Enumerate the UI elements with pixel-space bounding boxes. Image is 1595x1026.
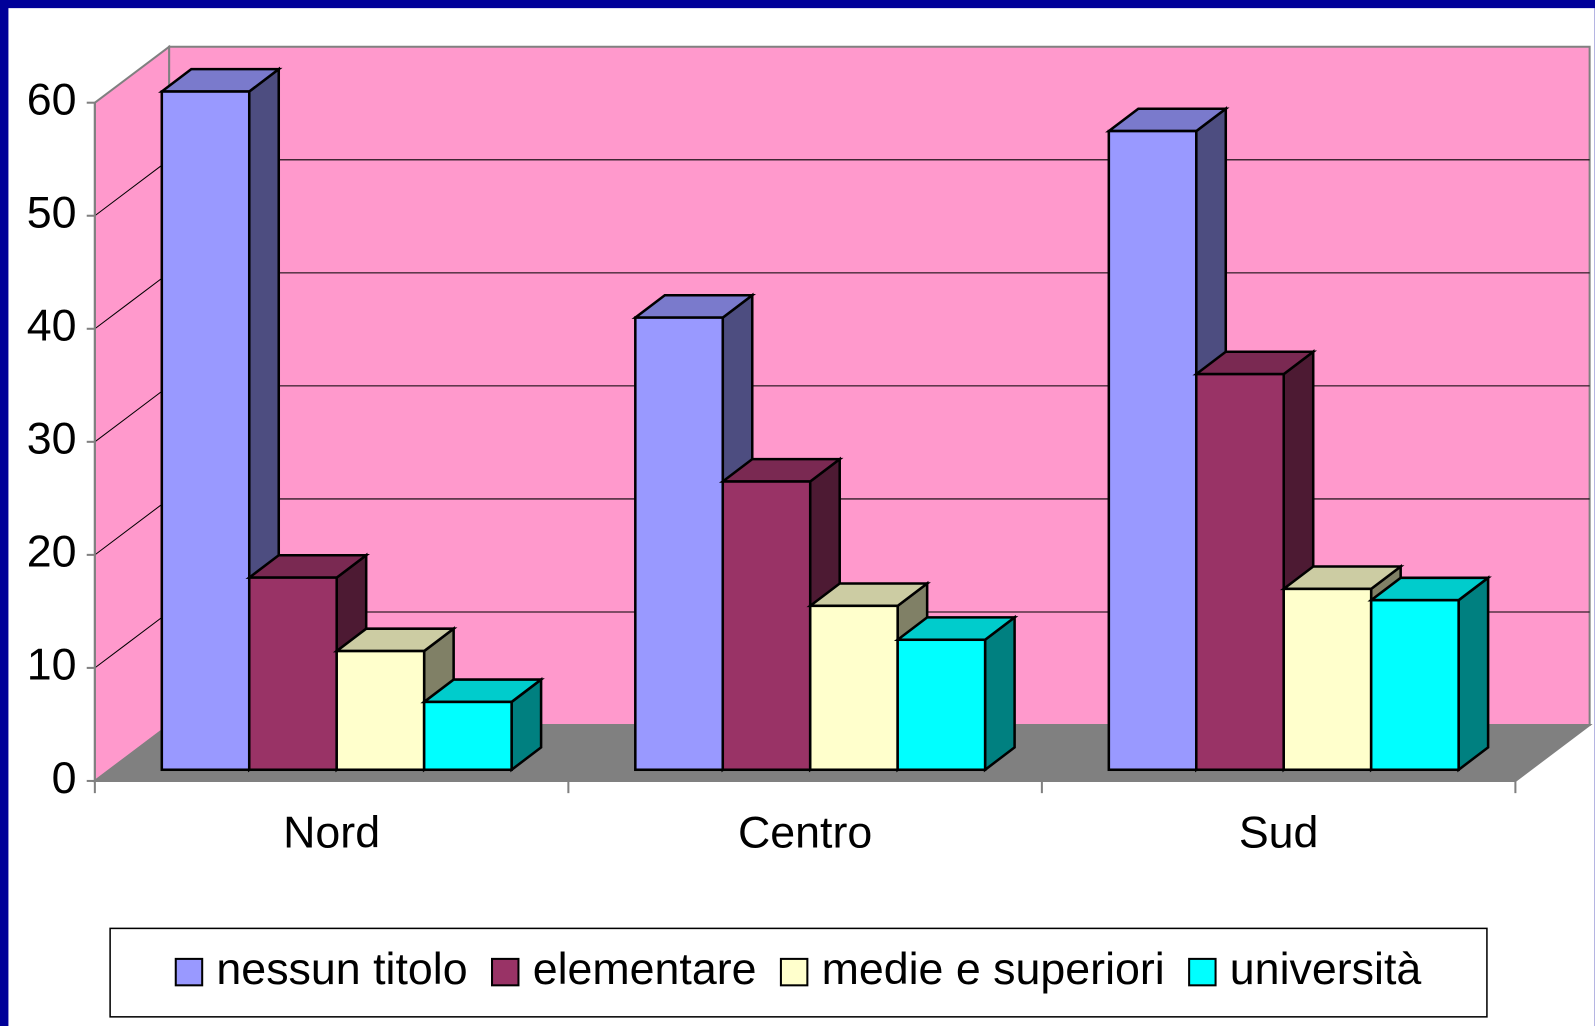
legend-label: medie e superiori [822,944,1165,994]
bar-front [634,316,725,772]
x-tick-label: Nord [283,808,380,858]
legend-swatch [491,957,520,987]
y-tick-label: 30 [27,414,77,464]
bar [1367,575,1492,773]
bar-front [808,604,899,772]
y-tick-label: 10 [27,640,77,690]
y-tick-label: 20 [27,527,77,577]
y-tick-label: 0 [52,753,77,803]
y-tick-label: 60 [27,75,77,125]
bar-front [422,700,513,772]
bar-front [160,90,251,772]
legend-box [109,927,1488,1018]
bar-front [335,649,426,772]
bar [420,677,545,773]
bar-front [1195,372,1285,772]
y-tick-label: 40 [27,301,77,351]
bar [893,614,1019,773]
x-tick-label: Sud [1239,808,1319,858]
legend-label: università [1230,944,1422,994]
bar-side [1457,575,1490,773]
legend: nessun titolo elementare medie e superiori… [109,927,1488,1018]
legend-swatch [779,957,809,987]
bar-front [721,480,812,772]
bar-front [1369,598,1460,772]
x-tick-label: Centro [738,808,872,858]
y-tick-label: 50 [27,188,77,238]
legend-swatch [1188,957,1217,987]
bar-side [983,614,1016,773]
bar-front [1107,129,1198,772]
bar-front [1282,587,1373,772]
bar-front [896,638,987,772]
legend-label: nessun titolo [216,944,467,994]
bar [631,292,757,773]
legend-label: elementare [533,944,757,994]
bar-front [247,576,338,772]
legend-swatch [174,957,204,987]
